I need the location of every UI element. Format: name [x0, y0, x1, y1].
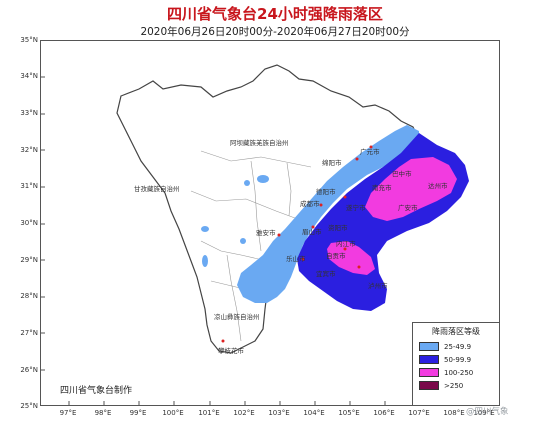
legend-title: 降雨落区等级 — [432, 327, 480, 336]
lon-label: 101°E — [198, 409, 220, 417]
map-legend: 降雨落区等级 25-49.9 50-99.9 100-250 >250 — [412, 322, 500, 406]
lat-label: 27°N — [20, 329, 38, 337]
map-canvas — [41, 64, 469, 405]
legend-swatch — [419, 355, 439, 364]
map-subtitle: 2020年06月26日20时00分-2020年06月27日20时00分 — [140, 26, 410, 38]
region-label-guangyuan: 广元市 — [360, 148, 380, 156]
lat-label: 35°N — [20, 36, 38, 44]
lon-label: 100°E — [162, 409, 184, 417]
legend-swatch — [419, 381, 439, 390]
region-label-meishan: 眉山市 — [302, 228, 322, 236]
lon-label: 107°E — [408, 409, 430, 417]
region-label-ganzi: 甘孜藏族自治州 — [134, 185, 180, 193]
lon-label: 105°E — [338, 409, 360, 417]
lon-label: 104°E — [303, 409, 325, 417]
lat-label: 28°N — [20, 292, 38, 300]
lat-label: 26°N — [20, 366, 38, 374]
region-label-bazhong: 巴中市 — [392, 170, 412, 178]
region-label-deyang: 德阳市 — [316, 188, 336, 196]
lat-label: 34°N — [20, 72, 38, 80]
lat-label: 31°N — [20, 182, 38, 190]
region-label-leshan: 乐山市 — [286, 255, 306, 263]
legend-label: >250 — [444, 381, 464, 390]
region-label-mianyang: 绵阳市 — [322, 159, 342, 167]
lon-label: 98°E — [94, 409, 112, 417]
lat-label: 29°N — [20, 256, 38, 264]
map-frame — [40, 40, 500, 406]
legend-label: 25-49.9 — [444, 342, 472, 351]
region-label-yaan: 雅安市 — [256, 229, 276, 237]
legend-item: 50-99.9 — [419, 353, 499, 366]
legend-swatch — [419, 368, 439, 377]
lat-label: 32°N — [20, 146, 38, 154]
legend-item: 100-250 — [419, 366, 499, 379]
region-label-liangshan: 凉山彝族自治州 — [214, 313, 260, 321]
city-markers — [221, 145, 373, 343]
rain-zone-100-250 — [327, 241, 375, 275]
watermark: @四川气象 — [466, 407, 509, 417]
region-label-aba: 阿坝藏族羌族自治州 — [230, 139, 289, 147]
region-label-ziyang: 资阳市 — [328, 224, 348, 232]
region-label-yibin: 宜宾市 — [316, 270, 336, 278]
lon-label: 109°E — [473, 409, 495, 417]
lat-label: 25°N — [20, 402, 38, 410]
producer-credit: 四川省气象台制作 — [60, 386, 133, 396]
region-label-neijiang: 内江市 — [336, 240, 356, 248]
rain-zone-25-49 — [237, 125, 419, 303]
region-label-nanchong: 南充市 — [372, 184, 392, 192]
region-label-panzhihua: 攀枝花市 — [218, 347, 244, 355]
lon-label: 97°E — [59, 409, 77, 417]
legend-item: >250 — [419, 379, 499, 392]
legend-swatch — [419, 342, 439, 351]
lon-label: 103°E — [268, 409, 290, 417]
region-label-guangan: 广安市 — [398, 204, 418, 212]
region-label-zigong: 自贡市 — [326, 252, 346, 260]
region-label-luzhou: 泸州市 — [368, 282, 388, 290]
lon-label: 99°E — [129, 409, 147, 417]
lon-label: 108°E — [443, 409, 465, 417]
lat-label: 30°N — [20, 219, 38, 227]
region-label-dazhou: 达州市 — [428, 182, 448, 190]
rain-zone-100-250 — [365, 157, 457, 221]
region-label-chengdu: 成都市 — [300, 200, 320, 208]
legend-item: 25-49.9 — [419, 340, 499, 353]
legend-label: 100-250 — [444, 368, 474, 377]
region-label-suining: 遂宁市 — [346, 204, 366, 212]
rain-zone-25-49-patches — [201, 175, 269, 267]
lon-label: 106°E — [373, 409, 395, 417]
map-title: 四川省气象台24小时强降雨落区 — [167, 5, 383, 23]
legend-label: 50-99.9 — [444, 355, 472, 364]
lat-label: 33°N — [20, 109, 38, 117]
lon-label: 102°E — [233, 409, 255, 417]
